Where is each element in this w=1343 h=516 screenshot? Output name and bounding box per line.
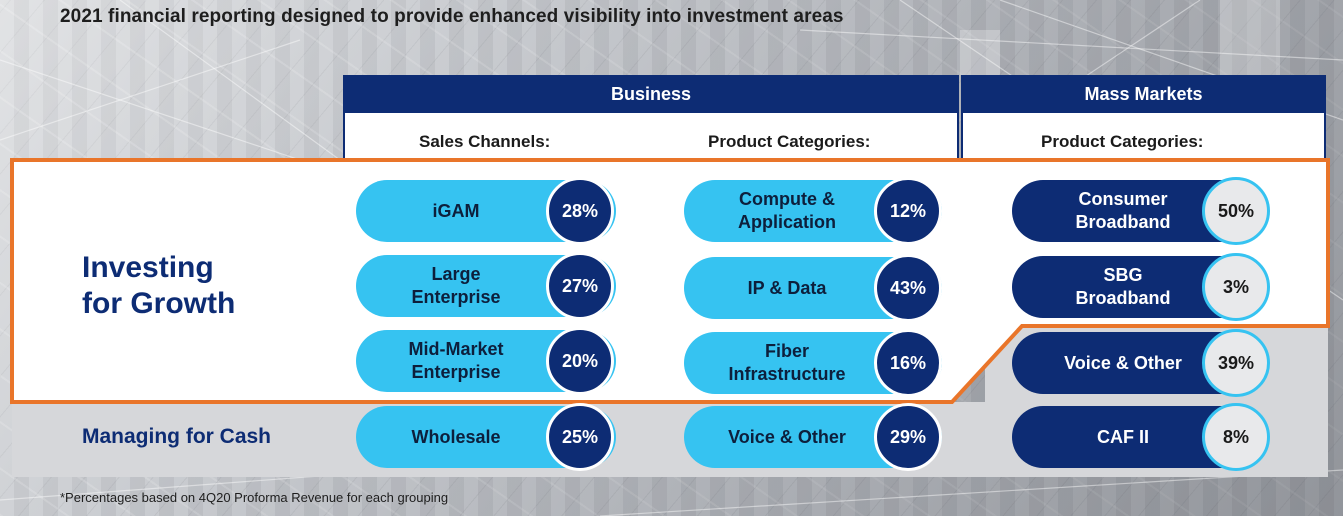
managing-for-cash-label: Managing for Cash	[82, 425, 272, 448]
pill-label: Compute & Application	[738, 189, 836, 232]
mass-category-voice-other: Voice & Other 39%	[1012, 329, 1270, 397]
pill-label: Mid-Market Enterprise	[408, 339, 504, 382]
sales-channel-large-enterprise: Large Enterprise 27%	[356, 252, 616, 320]
pill-percentage: 16%	[874, 329, 942, 397]
mass-category-sbg-broadband: SBG Broadband 3%	[1012, 253, 1270, 321]
pill-label: Voice & Other	[1064, 352, 1182, 373]
pill-label: iGAM	[432, 200, 480, 221]
pill-percentage: 20%	[546, 327, 614, 395]
pill-label: Fiber Infrastructure	[728, 341, 846, 384]
business-category-compute-application: Compute & Application 12%	[684, 177, 942, 245]
pill-percentage: 3%	[1202, 253, 1270, 321]
pill-percentage: 8%	[1202, 403, 1270, 471]
business-category-fiber-infrastructure: Fiber Infrastructure 16%	[684, 329, 942, 397]
pill-percentage: 12%	[874, 177, 942, 245]
growth-label-line1: Investing	[82, 251, 214, 284]
pill-label: Voice & Other	[728, 426, 846, 447]
business-subheader: Sales Channels: Product Categories:	[343, 113, 959, 159]
pill-percentage: 28%	[546, 177, 614, 245]
mass-category-consumer-broadband: Consumer Broadband 50%	[1012, 177, 1270, 245]
sales-channel-mid-market-enterprise: Mid-Market Enterprise 20%	[356, 327, 616, 395]
pill-percentage: 43%	[874, 254, 942, 322]
pill-percentage: 39%	[1202, 329, 1270, 397]
footnote: *Percentages based on 4Q20 Proforma Reve…	[60, 490, 449, 505]
business-product-categories-label: Product Categories:	[708, 132, 871, 151]
pill-label: Consumer Broadband	[1075, 189, 1171, 232]
mass-subheader: Product Categories:	[961, 113, 1326, 159]
pill-percentage: 27%	[546, 252, 614, 320]
investing-for-growth-label: Investing for Growth	[82, 250, 235, 322]
pill-label: Large Enterprise	[411, 264, 501, 307]
pill-label: SBG Broadband	[1075, 265, 1171, 308]
pill-percentage: 50%	[1202, 177, 1270, 245]
business-header: Business	[343, 75, 959, 113]
mass-markets-header: Mass Markets	[961, 75, 1326, 113]
business-category-ip-data: IP & Data 43%	[684, 254, 942, 322]
mass-product-categories-label: Product Categories:	[1041, 132, 1204, 151]
sales-channel-wholesale: Wholesale 25%	[356, 403, 616, 471]
sales-channel-igam: iGAM 28%	[356, 177, 616, 245]
pill-label: IP & Data	[747, 277, 827, 298]
business-category-voice-other: Voice & Other 29%	[684, 403, 942, 471]
headline: 2021 financial reporting designed to pro…	[60, 6, 844, 27]
sales-channels-label: Sales Channels:	[419, 132, 551, 151]
pill-percentage: 25%	[546, 403, 614, 471]
growth-label-line2: for Growth	[82, 287, 236, 320]
mass-category-caf-ii: CAF II 8%	[1012, 403, 1270, 471]
pill-label: CAF II	[1097, 426, 1149, 447]
pill-percentage: 29%	[874, 403, 942, 471]
pill-label: Wholesale	[411, 426, 501, 447]
